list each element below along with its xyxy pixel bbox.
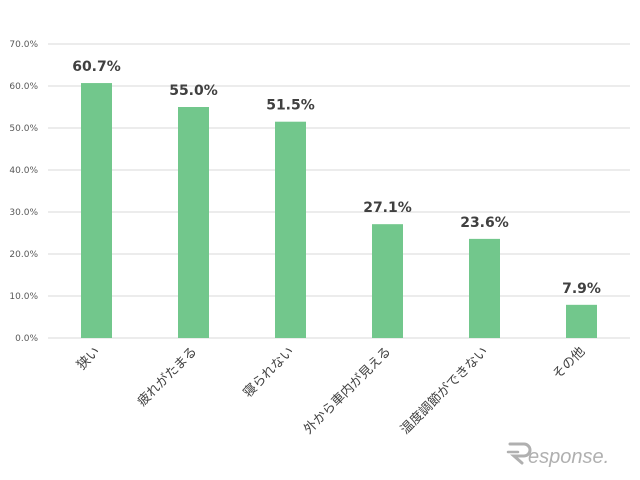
watermark-text: esponse. [528, 446, 609, 468]
y-tick-label: 50.0% [9, 124, 38, 134]
x-tick-label: 外から車内が見える [301, 344, 395, 438]
y-tick-label: 70.0% [9, 40, 38, 50]
x-tick-label: 寝られない [240, 344, 297, 401]
x-axis-labels: 狭い 疲れがたまる 寝られない 外から車内が見える 温度調節ができない その他 [74, 344, 588, 438]
bar [81, 83, 112, 338]
data-labels: 60.7% 55.0% 51.5% 27.1% 23.6% 7.9% [72, 59, 601, 297]
data-label: 7.9% [562, 281, 601, 297]
bar [372, 224, 403, 338]
response-logo-icon: esponse. [506, 442, 609, 468]
data-label: 60.7% [72, 59, 121, 75]
data-label: 51.5% [266, 98, 315, 114]
x-tick-label: 狭い [74, 344, 103, 373]
data-label: 55.0% [169, 83, 218, 99]
data-label: 27.1% [363, 200, 412, 216]
x-tick-label: その他 [550, 344, 588, 382]
grid-lines [48, 43, 630, 339]
y-axis-ticks: 0.0% 10.0% 20.0% 30.0% 40.0% 50.0% 60.0% 70.0% [9, 40, 38, 344]
y-tick-label: 60.0% [9, 82, 38, 92]
bar [566, 304, 597, 338]
response-watermark: esponse. [506, 438, 626, 468]
bar [178, 107, 209, 338]
bar [469, 238, 500, 338]
y-tick-label: 30.0% [9, 208, 38, 218]
bar [275, 121, 306, 338]
y-tick-label: 20.0% [9, 250, 38, 260]
y-tick-label: 10.0% [9, 292, 38, 302]
x-tick-label: 疲れがたまる [134, 344, 200, 410]
y-tick-label: 40.0% [9, 166, 38, 176]
data-label: 23.6% [460, 215, 509, 231]
bars [81, 83, 597, 338]
x-tick-label: 温度調節ができない [397, 344, 491, 438]
y-tick-label: 0.0% [15, 334, 38, 344]
